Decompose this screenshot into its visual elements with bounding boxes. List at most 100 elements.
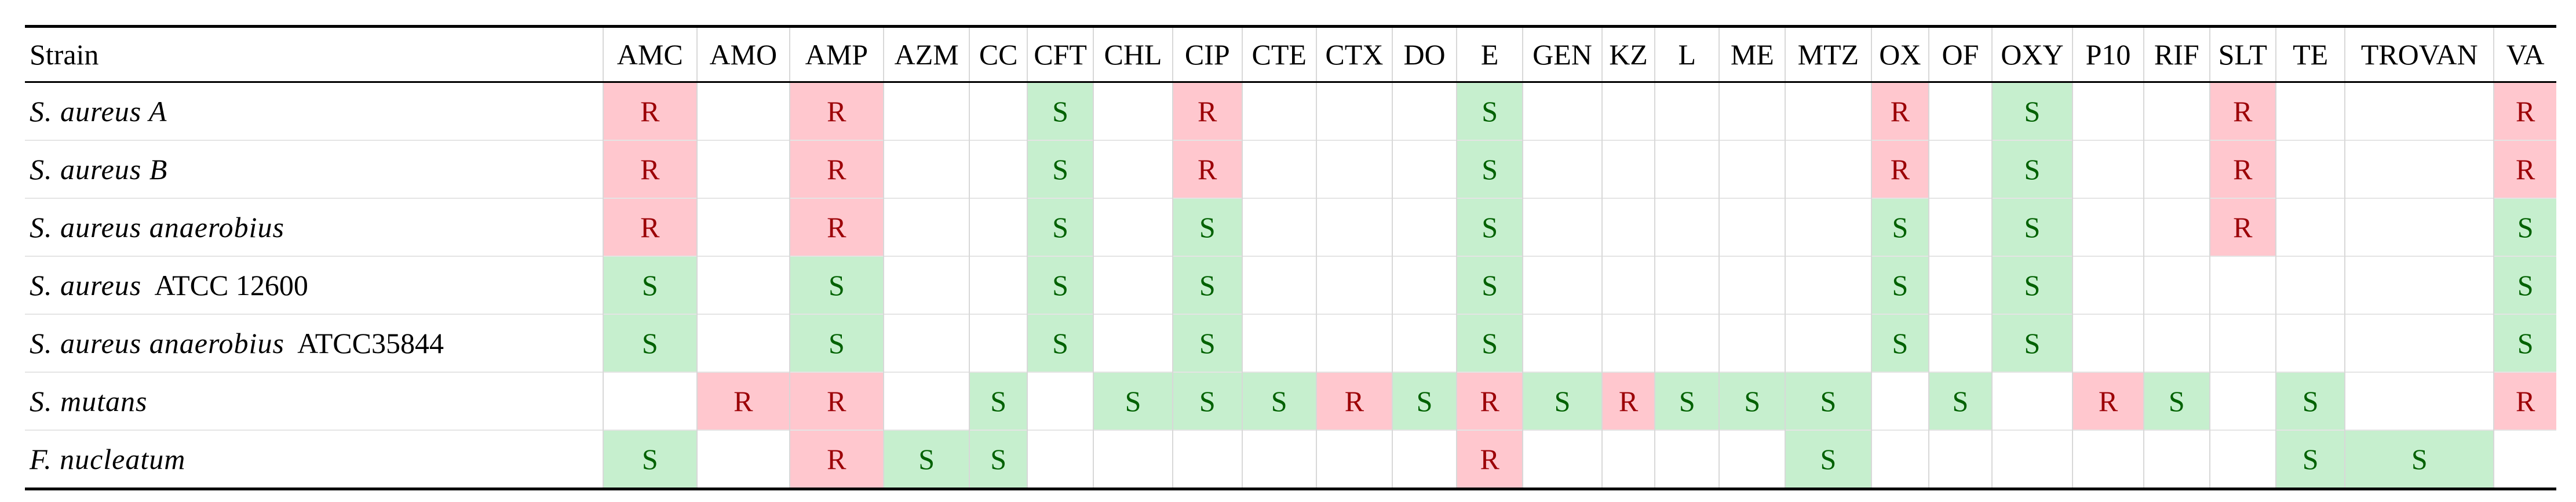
strain-suffix: ATCC 12600 [154, 269, 308, 301]
result-cell [2143, 198, 2210, 256]
result-cell: S [2493, 256, 2557, 314]
result-cell [1601, 430, 1655, 489]
result-cell: R [789, 140, 884, 198]
result-cell: S [1654, 372, 1720, 430]
result-cell [1522, 140, 1602, 198]
result-cell: S [2493, 314, 2557, 372]
result-cell [1785, 140, 1871, 198]
antibiotic-header: AMC [602, 26, 697, 82]
result-cell: S [969, 372, 1028, 430]
result-cell [1601, 256, 1655, 314]
result-cell [2072, 82, 2144, 140]
result-cell: R [1456, 372, 1523, 430]
result-cell [1315, 82, 1392, 140]
result-cell: S [969, 430, 1028, 489]
strain-name: S. aureus [30, 269, 142, 301]
antibiotic-header: CTE [1241, 26, 1316, 82]
result-cell [1654, 314, 1720, 372]
result-cell [2209, 256, 2276, 314]
result-cell [1522, 430, 1602, 489]
result-cell [1991, 430, 2073, 489]
result-cell [2275, 140, 2345, 198]
strain-suffix: ATCC35844 [297, 327, 444, 359]
result-cell [1718, 314, 1786, 372]
result-cell: S [2275, 372, 2345, 430]
result-cell [1522, 314, 1602, 372]
antibiotic-header: CHL [1093, 26, 1173, 82]
result-cell: R [2493, 140, 2557, 198]
result-cell: R [2209, 140, 2276, 198]
result-cell: S [1991, 82, 2073, 140]
result-cell [696, 140, 790, 198]
antibiotic-header: CC [969, 26, 1028, 82]
result-cell: S [1172, 372, 1242, 430]
antibiotic-header: RIF [2143, 26, 2210, 82]
result-cell [2072, 430, 2144, 489]
result-cell [2493, 430, 2557, 489]
result-cell [1241, 314, 1316, 372]
result-cell [2344, 256, 2494, 314]
result-cell [1315, 140, 1392, 198]
result-cell [1718, 256, 1786, 314]
result-cell: S [602, 256, 697, 314]
antibiotic-header: P10 [2072, 26, 2144, 82]
result-cell [2275, 314, 2345, 372]
result-cell [883, 82, 970, 140]
result-cell: S [1456, 140, 1523, 198]
result-cell: S [789, 256, 884, 314]
result-cell: S [1522, 372, 1602, 430]
result-cell [1718, 198, 1786, 256]
result-cell [2344, 372, 2494, 430]
result-cell [1093, 140, 1173, 198]
result-cell [1870, 430, 1929, 489]
strain-name: S. aureus anaerobius [30, 211, 284, 243]
result-cell [1241, 82, 1316, 140]
result-cell: R [1870, 140, 1929, 198]
result-cell: S [1991, 314, 2073, 372]
result-cell [883, 198, 970, 256]
result-cell: S [789, 314, 884, 372]
strain-name: S. aureus A [30, 95, 167, 128]
result-cell [1093, 256, 1173, 314]
result-cell: S [1027, 256, 1094, 314]
result-cell [1601, 82, 1655, 140]
result-cell [1027, 430, 1094, 489]
result-cell: S [2275, 430, 2345, 489]
result-cell [2072, 314, 2144, 372]
antibiotic-header: CIP [1172, 26, 1242, 82]
result-cell: S [602, 314, 697, 372]
result-cell [1172, 430, 1242, 489]
result-cell [1315, 314, 1392, 372]
result-cell [2072, 198, 2144, 256]
result-cell [969, 256, 1028, 314]
result-cell [2143, 314, 2210, 372]
result-cell [1928, 198, 1992, 256]
result-cell: S [1870, 198, 1929, 256]
result-cell [2143, 430, 2210, 489]
result-cell [1654, 198, 1720, 256]
result-cell: S [1785, 372, 1871, 430]
antibiotic-header: VA [2493, 26, 2557, 82]
result-cell: S [1991, 198, 2073, 256]
result-cell [1654, 430, 1720, 489]
result-cell [1654, 256, 1720, 314]
result-cell [2275, 198, 2345, 256]
result-cell [2344, 140, 2494, 198]
result-cell [1391, 256, 1457, 314]
strain-name: S. aureus B [30, 153, 168, 185]
table: Strain AMC AMO AMP AZM CC CFT CHL CIP CTE CTX DO E GE… [25, 25, 2557, 490]
result-cell [1241, 140, 1316, 198]
result-cell [2344, 198, 2494, 256]
strain-cell: S. mutans [25, 372, 603, 430]
result-cell [969, 82, 1028, 140]
antibiotic-header: AZM [883, 26, 970, 82]
result-cell: R [789, 372, 884, 430]
antibiotic-header: SLT [2209, 26, 2276, 82]
result-cell: S [1991, 256, 2073, 314]
result-cell: S [602, 430, 697, 489]
result-cell [1785, 314, 1871, 372]
antibiotic-header: DO [1391, 26, 1457, 82]
result-cell: S [1172, 198, 1242, 256]
strain-row: S. aureus anaerobius ATCC35844 S S S S S S S S [25, 314, 2557, 372]
result-cell [2209, 430, 2276, 489]
